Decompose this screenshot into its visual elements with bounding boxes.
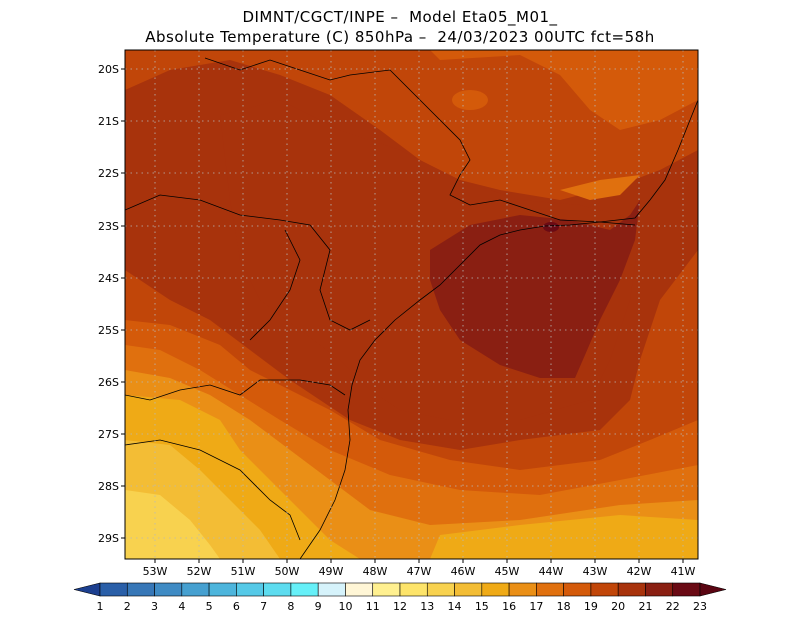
colorbar-label: 21 xyxy=(638,600,652,613)
colorbar-segment xyxy=(536,582,564,597)
lon-label-53w: 53W xyxy=(143,565,168,578)
colorbar-label: 8 xyxy=(287,600,294,613)
colorbar-segment xyxy=(208,582,237,597)
lon-label-45w: 45W xyxy=(495,565,520,578)
colorbar-segment xyxy=(454,582,483,597)
colorbar-label: 12 xyxy=(393,600,407,613)
colorbar-segment xyxy=(481,582,510,597)
lon-label-48w: 48W xyxy=(363,565,388,578)
colorbar-label: 11 xyxy=(366,600,380,613)
lon-label-52w: 52W xyxy=(187,565,212,578)
colorbar-label: 17 xyxy=(529,600,543,613)
temperature-field xyxy=(125,50,698,559)
state-border-west xyxy=(125,194,371,331)
field-17-ne xyxy=(560,175,640,200)
colorbar-segment xyxy=(372,582,401,597)
lon-label-43w: 43W xyxy=(583,565,608,578)
lat-label-24s: 24S xyxy=(98,272,119,285)
colorbar-segment xyxy=(617,582,646,597)
lat-label-20s: 20S xyxy=(98,63,119,76)
lon-label-49w: 49W xyxy=(319,565,344,578)
lat-label-28s: 28S xyxy=(98,480,119,493)
colorbar-label: 20 xyxy=(611,600,625,613)
field-21 xyxy=(430,200,640,378)
graticule xyxy=(125,50,698,559)
map-title-line-2: Absolute Temperature (C) 850hPa – 24/03/… xyxy=(145,28,655,46)
lon-label-47w: 47W xyxy=(407,565,432,578)
colorbar-segment xyxy=(508,582,537,597)
colorbar-label: 5 xyxy=(206,600,213,613)
colorbar-label: 3 xyxy=(151,600,158,613)
lat-label-23s: 23S xyxy=(98,220,119,233)
state-border-sc-rs xyxy=(125,439,301,541)
lon-label-46w: 46W xyxy=(451,565,476,578)
lon-label-42w: 42W xyxy=(627,565,652,578)
colorbar-label: 1 xyxy=(97,600,104,613)
colorbar-segment xyxy=(645,582,674,597)
colorbar-upper-arrow xyxy=(699,582,727,597)
field-18-patch xyxy=(452,90,488,110)
colorbar-label: 10 xyxy=(338,600,352,613)
lat-ticks xyxy=(121,68,125,539)
colorbar-label: 23 xyxy=(693,600,707,613)
state-border-north xyxy=(204,57,636,226)
field-13-sw xyxy=(125,490,220,559)
map-frame xyxy=(124,49,699,560)
colorbar: 1 2 3 4 5 6 7 8 9 10 11 12 13 14 15 16 17 18 19 20 21 22 23 xyxy=(73,582,727,613)
state-border-ms xyxy=(249,229,301,341)
colorbar-segment xyxy=(126,582,155,597)
colorbar-segment xyxy=(563,582,592,597)
field-18-ne xyxy=(430,50,698,130)
lon-label-41w: 41W xyxy=(671,565,696,578)
colorbar-label: 4 xyxy=(178,600,185,613)
lat-label-27s: 27S xyxy=(98,428,119,441)
colorbar-segment xyxy=(99,582,128,597)
colorbar-segment xyxy=(590,582,619,597)
colorbar-segment xyxy=(672,582,701,597)
colorbar-segment xyxy=(181,582,210,597)
lat-label-22s: 22S xyxy=(98,167,119,180)
lon-ticks xyxy=(154,559,684,563)
lon-label-51w: 51W xyxy=(231,565,256,578)
lat-label-25s: 25S xyxy=(98,324,119,337)
lat-label-26s: 26S xyxy=(98,376,119,389)
state-border-pr-sc xyxy=(125,379,346,401)
colorbar-label: 16 xyxy=(502,600,516,613)
colorbar-label: 2 xyxy=(124,600,131,613)
colorbar-label: 19 xyxy=(584,600,598,613)
lat-label-21s: 21S xyxy=(98,115,119,128)
colorbar-label: 22 xyxy=(666,600,680,613)
lon-label-50w: 50W xyxy=(275,565,300,578)
colorbar-segment xyxy=(426,582,455,597)
colorbar-segment xyxy=(290,582,319,597)
colorbar-segment xyxy=(317,582,346,597)
colorbar-label: 7 xyxy=(260,600,267,613)
map-title-line-1: DIMNT/CGCT/INPE – Model Eta05_M01_ xyxy=(242,8,558,26)
field-15-se xyxy=(430,515,698,559)
colorbar-segment xyxy=(154,582,183,597)
colorbar-segment xyxy=(399,582,428,597)
coastline xyxy=(299,99,698,559)
lon-label-44w: 44W xyxy=(539,565,564,578)
colorbar-segment xyxy=(236,582,264,597)
colorbar-label: 6 xyxy=(233,600,240,613)
colorbar-label: 9 xyxy=(315,600,322,613)
colorbar-label: 18 xyxy=(557,600,571,613)
colorbar-lower-arrow xyxy=(73,582,101,597)
lat-label-29s: 29S xyxy=(98,532,119,545)
colorbar-label: 14 xyxy=(448,600,462,613)
colorbar-label: 15 xyxy=(475,600,489,613)
colorbar-segment xyxy=(263,582,292,597)
colorbar-label: 13 xyxy=(420,600,434,613)
colorbar-segment xyxy=(345,582,374,597)
borders xyxy=(125,57,698,559)
